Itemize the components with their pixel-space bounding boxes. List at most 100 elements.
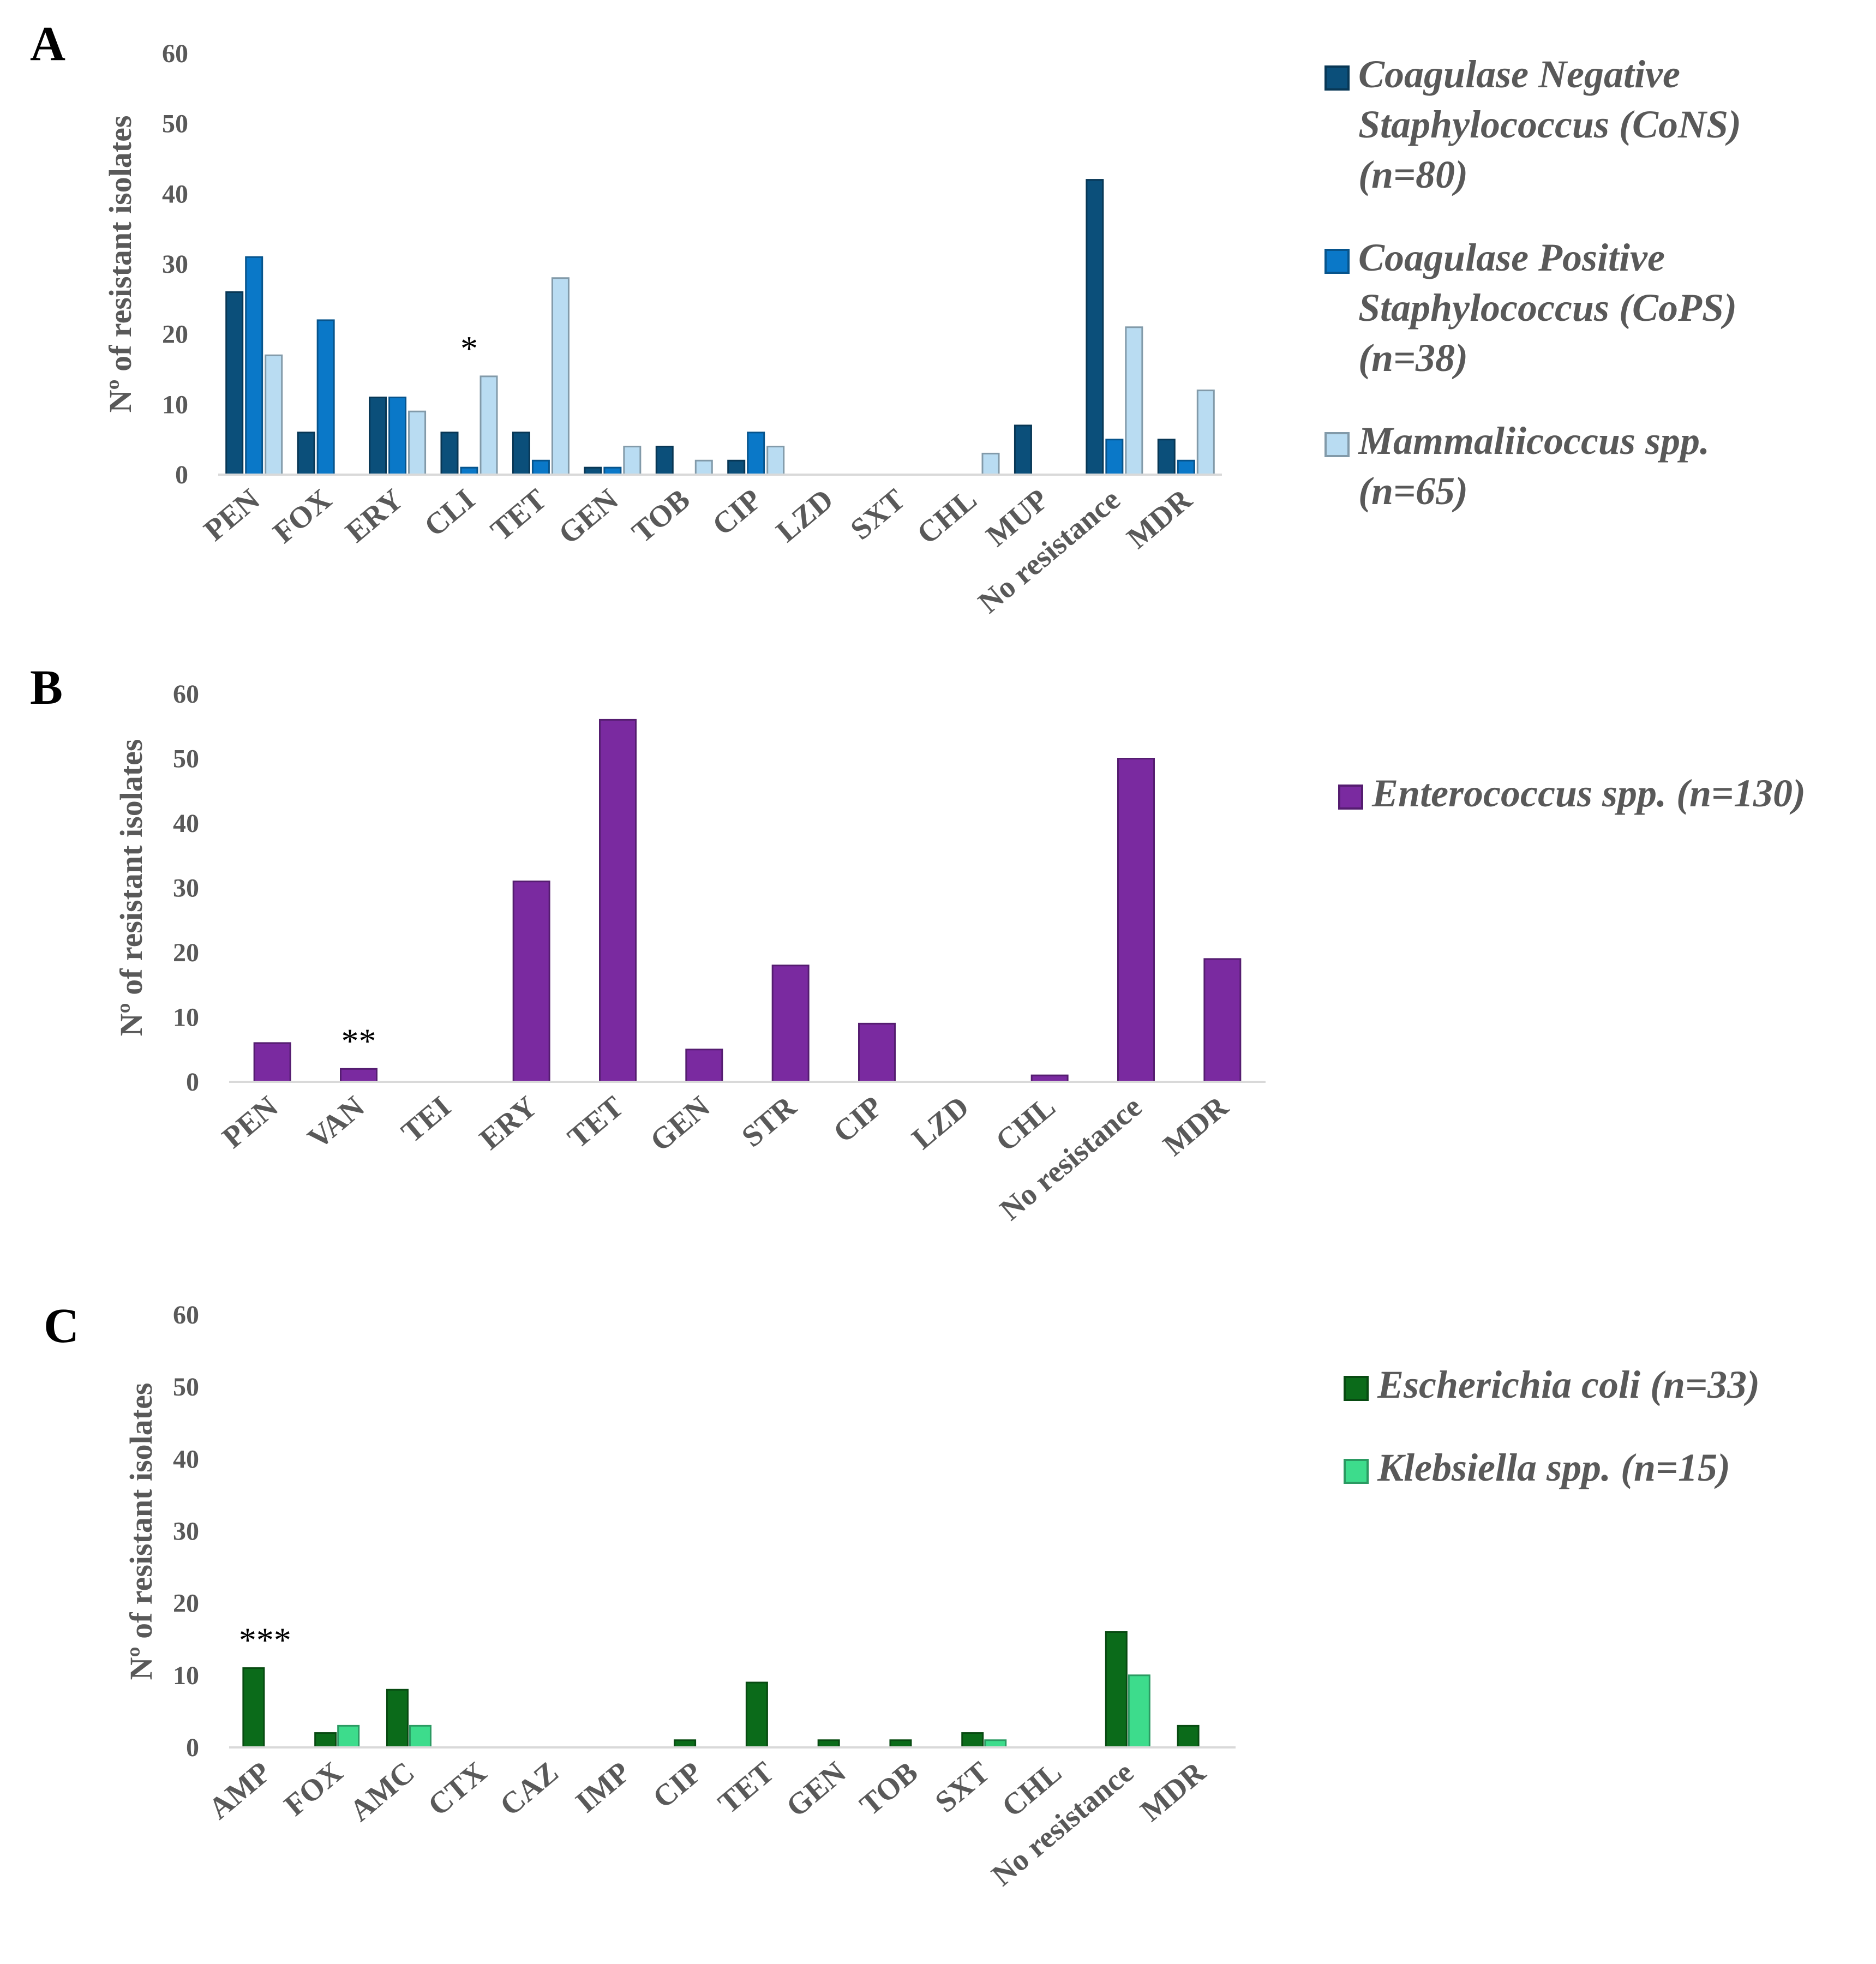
panel-c-category-label: SXT xyxy=(929,1755,996,1819)
panel-b-bar-1 xyxy=(1117,758,1155,1083)
panel-b-category-label: LZD xyxy=(906,1089,975,1156)
panel-c-category-label: MDR xyxy=(1134,1755,1212,1828)
panel-a-bar-3 xyxy=(551,277,570,476)
panel-c-bar-1 xyxy=(242,1667,265,1749)
panel-b-significance-mark: ** xyxy=(341,1021,376,1060)
panel-b-bar-1 xyxy=(512,881,550,1083)
panel-a-category-label: LZD xyxy=(770,482,840,549)
panel-c-bar-1 xyxy=(386,1688,409,1749)
panel-a-legend-label: Coagulase Positive xyxy=(1358,236,1665,279)
panel-b-bar-1 xyxy=(858,1022,896,1083)
panel-c-category-label: TET xyxy=(712,1755,781,1821)
panel-a-legend-label: Coagulase Negative xyxy=(1358,52,1680,96)
panel-c-bar-2 xyxy=(409,1725,431,1749)
panel-a-category-label: CHL xyxy=(911,482,984,551)
panel-c-y-tick-label: 20 xyxy=(173,1589,199,1618)
panel-b-y-tick-label: 10 xyxy=(173,1003,199,1032)
panel-a-bar-2 xyxy=(316,319,335,476)
panel-a-category-label: CIP xyxy=(706,482,768,542)
panel-a-letter: A xyxy=(30,17,65,71)
panel-b-y-tick-label: 20 xyxy=(173,938,199,967)
panel-c-category-label: AMP xyxy=(202,1755,278,1825)
panel-a-legend-label: Mammaliicoccus spp. xyxy=(1358,419,1710,463)
panel-b-bar-1 xyxy=(599,718,637,1083)
panel-a-y-tick-label: 60 xyxy=(162,39,188,68)
panel-c-y-tick-label: 0 xyxy=(186,1733,199,1762)
panel-a-category-label: PEN xyxy=(197,482,266,547)
panel-a-bar-1 xyxy=(727,459,746,476)
panel-a-legend-label: Staphylococcus (CoPS) xyxy=(1358,286,1737,330)
panel-a-chart: A 0 10 20 30 40 50 60 Nº of resistant isolates P… xyxy=(30,17,1741,620)
panel-a-bar-3 xyxy=(623,446,642,476)
panel-b-bar-1 xyxy=(685,1049,723,1083)
panel-a-bar-2 xyxy=(1105,439,1124,476)
panel-b-y-tick-label: 0 xyxy=(186,1068,199,1097)
panel-a-bar-3 xyxy=(265,354,283,476)
panel-a-bar-1 xyxy=(369,396,387,476)
panel-a-category-label: ERY xyxy=(339,482,410,549)
panel-a-category-label: TET xyxy=(484,482,553,548)
panel-b-category-label: ERY xyxy=(474,1089,544,1156)
panel-a-bar-1 xyxy=(297,432,315,476)
panel-c-legend-swatch xyxy=(1344,1459,1369,1484)
panel-c-bar-1 xyxy=(314,1732,337,1749)
panel-a-y-axis-label: Nº of resistant isolates xyxy=(103,116,138,413)
panel-a-legend-swatch xyxy=(1324,65,1350,91)
panel-a-significance-mark: * xyxy=(460,329,478,368)
panel-c-y-tick-label: 30 xyxy=(173,1517,199,1546)
panel-a-bar-2 xyxy=(1177,459,1195,476)
panel-b-category-label: CIP xyxy=(827,1089,889,1149)
panel-a-bar-1 xyxy=(225,291,244,476)
panel-c-category-label: IMP xyxy=(570,1755,637,1819)
panel-a-bar-2 xyxy=(747,432,765,476)
panel-a-y-tick-label: 20 xyxy=(162,320,188,349)
panel-c-category-label: CAZ xyxy=(494,1755,565,1822)
panel-b-y-tick-label: 40 xyxy=(173,809,199,838)
panel-c-category-label: GEN xyxy=(780,1755,853,1824)
panel-a-category-label: GEN xyxy=(552,482,625,551)
panel-b-legend-label: Enterococcus spp. (n=130) xyxy=(1371,771,1806,815)
panel-c-bar-1 xyxy=(745,1681,768,1749)
panel-b-bar-1 xyxy=(340,1068,377,1083)
panel-a-bar-1 xyxy=(1086,179,1104,476)
panel-c-category-label: CTX xyxy=(422,1755,493,1822)
panel-c-y-tick-label: 40 xyxy=(173,1445,199,1474)
panel-a-bar-3 xyxy=(981,452,1000,476)
panel-b-category-label: CHL xyxy=(990,1089,1062,1158)
panel-c-category-label: AMC xyxy=(344,1755,421,1828)
panel-a-bar-1 xyxy=(1014,424,1032,476)
panel-a-legend-label: (n=80) xyxy=(1358,153,1468,196)
panel-a-bar-1 xyxy=(440,432,459,476)
panel-b-y-tick-label: 60 xyxy=(173,680,199,709)
panel-b-category-label: MDR xyxy=(1157,1089,1235,1163)
panel-c-legend-label: Escherichia coli (n=33) xyxy=(1377,1363,1760,1406)
panel-a-y-tick-label: 0 xyxy=(175,460,188,489)
panel-a-bar-3 xyxy=(1125,326,1143,476)
panel-a-bar-1 xyxy=(512,432,530,476)
panel-c-category-label: FOX xyxy=(278,1755,349,1822)
panel-a-bar-1 xyxy=(655,446,674,476)
panel-b-category-label: VAN xyxy=(302,1089,371,1155)
panel-a-legend-swatch xyxy=(1324,249,1350,274)
panel-c-letter: C xyxy=(44,1299,79,1353)
panel-c-y-axis-label: Nº of resistant isolates xyxy=(123,1383,159,1680)
panel-c-legend-swatch xyxy=(1344,1376,1369,1401)
panel-c-bar-2 xyxy=(337,1725,360,1749)
panel-c-legend-label: Klebsiella spp. (n=15) xyxy=(1377,1446,1730,1489)
panel-c-y-tick-label: 60 xyxy=(173,1301,199,1330)
panel-a-category-label: FOX xyxy=(267,482,338,549)
panel-c-chart: C 0 10 20 30 40 50 60 Nº of resistant isolates A… xyxy=(44,1299,1760,1893)
panel-c-bar-1 xyxy=(1177,1725,1200,1749)
panel-c-category-label: CIP xyxy=(646,1755,709,1815)
panel-a-bar-1 xyxy=(1157,439,1176,476)
panel-b-category-label: GEN xyxy=(644,1089,716,1158)
panel-a-bar-3 xyxy=(408,410,427,476)
panel-a-bar-3 xyxy=(766,446,785,476)
panel-a-legend-label: Staphylococcus (CoNS) xyxy=(1358,103,1741,146)
panel-a-category-label: MDR xyxy=(1120,482,1198,555)
panel-a-y-tick-label: 40 xyxy=(162,179,188,208)
panel-a-bar-3 xyxy=(1196,390,1215,476)
panel-b-y-tick-label: 30 xyxy=(173,874,199,903)
panel-b-category-label: PEN xyxy=(216,1089,285,1154)
